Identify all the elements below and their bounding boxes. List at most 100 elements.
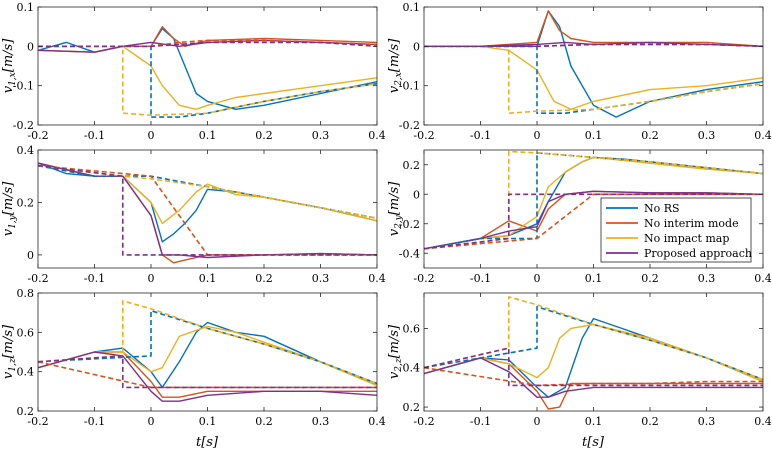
axes-box <box>37 6 378 126</box>
x-tick-label: -0.1 <box>470 129 491 142</box>
x-tick-label: 0.1 <box>585 272 603 285</box>
panel-v1z: -0.2 -0.1 0 0.1 0.2 0.3 0.4 0.2 0.4 0.6 0.8 v1,z[m/… <box>1 287 386 450</box>
x-tick-label: 0.4 <box>368 415 386 428</box>
y-axis-label: v2,y[m/s] <box>387 181 404 236</box>
y-tick-label: -0.2 <box>399 119 420 132</box>
x-tick-label: -0.1 <box>84 415 105 428</box>
y-tick-label: -0.4 <box>399 247 420 260</box>
y-axis-label: v1,x[m/s] <box>1 38 18 93</box>
series-line-no-interim-mode-dashed <box>38 164 377 256</box>
y-tick-label: 0.8 <box>17 287 35 300</box>
y-tick-label: 0.6 <box>17 326 35 339</box>
y-axis-label: v1,z[m/s] <box>1 324 18 379</box>
series-group <box>424 10 763 118</box>
series-line-proposed-approach-solid <box>424 357 763 398</box>
y-tick-label: 0.4 <box>403 362 421 375</box>
series-line-no-impact-map-dashed <box>38 45 377 116</box>
y-tick-label: 0.2 <box>17 196 35 209</box>
series-line-no-rs-dashed <box>38 45 377 118</box>
y-tick-label: 0 <box>27 249 34 262</box>
y-axis-label: v1,y[m/s] <box>1 181 18 236</box>
x-tick-label: 0.1 <box>199 415 217 428</box>
series-line-no-rs-dashed <box>424 45 763 114</box>
series-line-no-interim-mode-solid <box>38 26 377 53</box>
series-group <box>424 150 763 250</box>
series-line-no-impact-map-solid <box>38 45 377 111</box>
x-tick-label: 0 <box>534 129 541 142</box>
x-tick-label: 0.3 <box>312 129 330 142</box>
series-group <box>38 26 377 118</box>
x-tick-label: -0.2 <box>27 129 48 142</box>
legend: No RS No interim mode No impact map Propose… <box>600 197 752 263</box>
y-axis-label: v2,z[m/s] <box>387 324 404 379</box>
x-tick-label: -0.2 <box>27 272 48 285</box>
x-tick-label: 0.2 <box>641 415 659 428</box>
x-tick-label: 0 <box>534 415 541 428</box>
x-tick-label: -0.1 <box>84 272 105 285</box>
panel-v1y: -0.2 -0.1 0 0.1 0.2 0.3 0.4 0 0.2 0.4 v1,y[m/s] <box>1 144 386 285</box>
x-tick-label: -0.1 <box>84 129 105 142</box>
y-tick-label: 0.2 <box>403 159 421 172</box>
x-tick-label: 0.4 <box>754 129 772 142</box>
legend-label: No RS <box>644 202 680 215</box>
legend-label: No impact map <box>644 232 729 245</box>
x-tick-label: 0.1 <box>199 129 217 142</box>
x-tick-label: 0.2 <box>255 415 273 428</box>
x-tick-label: 0.4 <box>368 129 386 142</box>
x-tick-label: -0.2 <box>413 129 434 142</box>
axes-box <box>423 292 764 412</box>
series-line-no-rs-solid <box>38 321 377 389</box>
y-tick-label: -0.2 <box>13 119 34 132</box>
series-line-proposed-approach-dashed <box>424 193 763 250</box>
y-tick-label: 0.2 <box>403 401 421 414</box>
x-tick-label: 0.4 <box>754 272 772 285</box>
series-line-no-impact-map-solid <box>424 156 763 250</box>
y-tick-label: 0.1 <box>403 1 421 14</box>
series-group <box>38 162 377 264</box>
x-tick-label: 0.2 <box>255 272 273 285</box>
series-line-no-impact-map-solid <box>424 45 763 111</box>
series-line-proposed-approach-dashed <box>38 355 377 389</box>
panel-v2y: -0.2 -0.1 0 0.1 0.2 0.3 0.4 -0.4 -0.2 0 0.2 v2,y[m/… <box>387 149 772 285</box>
x-tick-label: 0 <box>148 129 155 142</box>
y-tick-label: 0 <box>27 40 34 53</box>
y-tick-label: 0 <box>413 40 420 53</box>
x-tick-label: -0.2 <box>413 272 434 285</box>
x-tick-label: 0.1 <box>199 272 217 285</box>
x-axis-label: t[s] <box>582 435 605 450</box>
series-line-proposed-approach-solid <box>38 351 377 402</box>
y-tick-label: 0.1 <box>17 1 35 14</box>
series-line-proposed-approach-solid <box>424 190 763 250</box>
x-tick-label: 0.3 <box>312 272 330 285</box>
x-tick-label: 0.2 <box>641 129 659 142</box>
series-line-no-interim-mode-dashed <box>38 361 377 389</box>
series-line-no-impact-map-solid <box>38 325 377 387</box>
series-line-proposed-approach-dashed <box>38 41 377 48</box>
axes-box <box>37 292 378 412</box>
x-tick-label: 0 <box>148 272 155 285</box>
x-tick-label: 0.1 <box>585 415 603 428</box>
panel-v2z: -0.2 -0.1 0 0.1 0.2 0.3 0.4 0.2 0.4 0.6v2,z[m/s] t… <box>387 292 772 450</box>
y-tick-label: 0.6 <box>403 322 421 335</box>
y-tick-label: 0 <box>413 188 420 201</box>
series-line-no-interim-mode-solid <box>424 10 763 47</box>
series-line-no-rs-dashed <box>38 309 377 385</box>
series-group <box>38 300 377 402</box>
x-tick-label: 0.3 <box>698 272 716 285</box>
y-tick-label: 0.4 <box>17 144 35 157</box>
x-tick-label: 0.1 <box>585 129 603 142</box>
x-tick-label: 0.3 <box>698 415 716 428</box>
series-line-no-impact-map-dashed <box>424 296 763 381</box>
series-group <box>424 296 763 410</box>
x-tick-label: -0.2 <box>27 415 48 428</box>
x-tick-label: 0 <box>534 272 541 285</box>
x-tick-label: 0.2 <box>255 129 273 142</box>
series-line-no-interim-mode-solid <box>38 162 377 264</box>
x-tick-label: 0.3 <box>312 415 330 428</box>
y-tick-label: -0.2 <box>399 218 420 231</box>
x-tick-label: 0 <box>148 415 155 428</box>
legend-label: No interim mode <box>644 217 739 230</box>
series-line-proposed-approach-solid <box>38 162 377 259</box>
legend-label: Proposed approach <box>644 247 752 260</box>
